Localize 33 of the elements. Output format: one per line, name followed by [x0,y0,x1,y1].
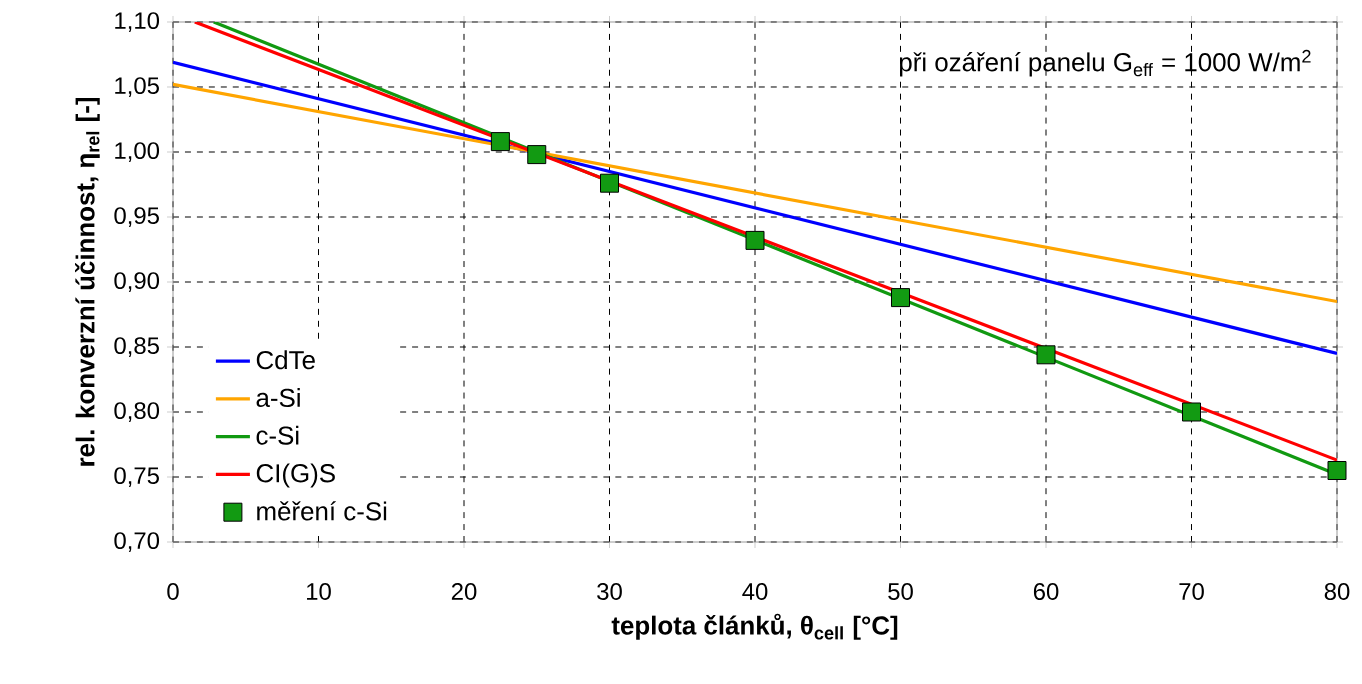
y-tick-label: 0,75 [114,467,159,487]
y-tick-label: 1,10 [115,12,160,32]
point [891,288,911,308]
y-tick-label: 0,85 [114,337,159,357]
x-tick-label: 70 [1179,583,1204,600]
point [1182,402,1202,422]
legend-label: CI(G)S [256,463,335,488]
x-tick-label: 20 [451,583,477,600]
point [745,230,765,250]
x-tick-label: 30 [597,583,622,600]
x-tick-label: 60 [1033,583,1059,600]
legend-label: CdTe [256,350,315,370]
x-axis-title: teplota článků, θ$_{cell}$ [°C] [611,613,898,640]
y-tick-label: 0,90 [114,272,160,292]
x-tick-label: 40 [742,583,768,600]
y-tick-label: 1,05 [115,77,159,97]
point [490,132,510,152]
y-tick-label: 1,00 [115,142,160,162]
x-tick-label: 10 [307,583,331,600]
legend-label: a-Si [256,387,300,407]
x-tick-label: 50 [888,583,913,600]
point [1327,461,1347,480]
x-tick-label: 80 [1324,583,1350,600]
point [527,145,547,165]
x-tick-label: 0 [167,583,179,600]
point [1036,345,1056,365]
y-axis-title: rel. konverzní účinnost, η$_{rel}$ [-] [75,97,100,466]
y-tick-label: 0,70 [114,532,160,552]
y-tick-label: 0,95 [114,207,159,227]
y-tick-label: 0,80 [114,402,160,422]
point [600,173,620,193]
legend-label: c-Si [256,425,299,445]
legend-label: měření c-Si [257,501,387,521]
